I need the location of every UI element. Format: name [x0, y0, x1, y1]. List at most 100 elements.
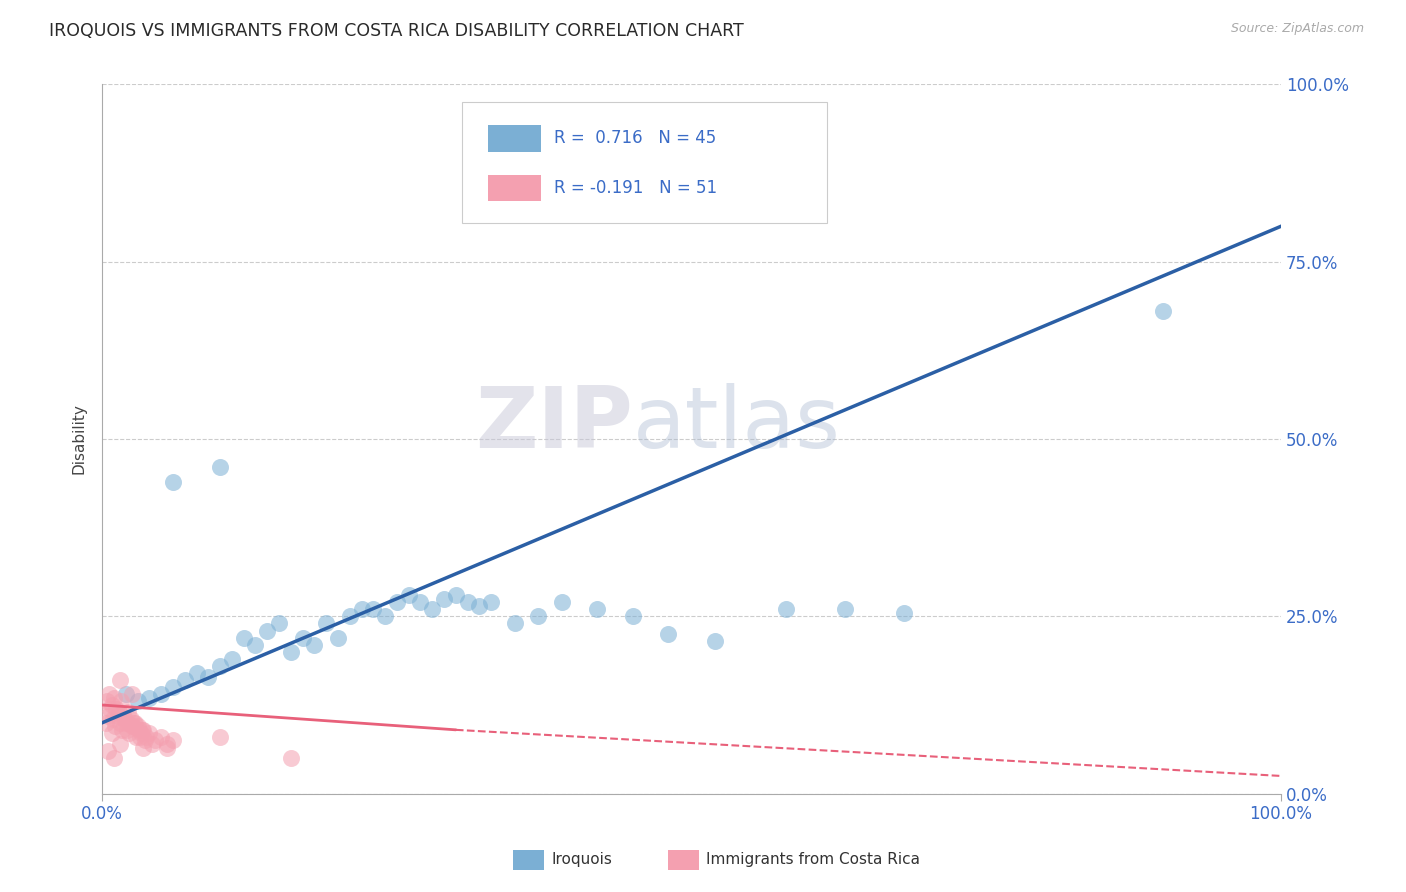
Point — [122, 715, 145, 730]
Point — [186, 666, 208, 681]
Point — [704, 634, 727, 648]
Point — [479, 595, 502, 609]
Point — [101, 712, 124, 726]
Point — [134, 733, 156, 747]
Point — [162, 733, 184, 747]
Point — [132, 723, 155, 737]
Point — [586, 602, 609, 616]
Point — [775, 602, 797, 616]
Point — [121, 687, 143, 701]
Point — [114, 715, 136, 730]
Point — [256, 624, 278, 638]
Point — [834, 602, 856, 616]
Point — [245, 638, 267, 652]
Text: Immigrants from Costa Rica: Immigrants from Costa Rica — [706, 853, 920, 867]
Point — [143, 733, 166, 747]
Text: ZIP: ZIP — [475, 384, 633, 467]
Text: Source: ZipAtlas.com: Source: ZipAtlas.com — [1230, 22, 1364, 36]
Point — [503, 616, 526, 631]
Point — [162, 475, 184, 489]
Point — [107, 705, 129, 719]
FancyBboxPatch shape — [461, 103, 827, 223]
Point — [150, 730, 173, 744]
Point — [96, 694, 118, 708]
Point — [457, 595, 479, 609]
Text: atlas: atlas — [633, 384, 841, 467]
Point — [150, 687, 173, 701]
Point — [127, 694, 149, 708]
Point — [129, 726, 152, 740]
Point — [291, 631, 314, 645]
Text: R =  0.716   N = 45: R = 0.716 N = 45 — [554, 129, 716, 147]
Point — [105, 701, 128, 715]
Point — [409, 595, 432, 609]
Point — [112, 708, 135, 723]
Point — [104, 719, 127, 733]
Point — [209, 460, 232, 475]
Point — [111, 723, 134, 737]
Point — [128, 723, 150, 737]
Point — [398, 588, 420, 602]
Point — [121, 719, 143, 733]
Point — [107, 708, 129, 723]
Point — [141, 737, 163, 751]
Y-axis label: Disability: Disability — [72, 403, 86, 475]
Point — [132, 740, 155, 755]
Point — [280, 645, 302, 659]
Point — [173, 673, 195, 688]
Point — [363, 602, 385, 616]
Point — [209, 730, 232, 744]
Point — [304, 638, 326, 652]
Point — [100, 698, 122, 712]
Point — [138, 726, 160, 740]
Point — [197, 670, 219, 684]
Point — [108, 673, 131, 688]
Point — [468, 599, 491, 613]
Point — [444, 588, 467, 602]
Point — [156, 737, 179, 751]
Point — [156, 740, 179, 755]
Point — [97, 744, 120, 758]
Point — [138, 690, 160, 705]
Point — [103, 690, 125, 705]
FancyBboxPatch shape — [488, 175, 541, 202]
Point — [893, 606, 915, 620]
Point — [551, 595, 574, 609]
Point — [121, 719, 143, 733]
Point — [209, 659, 232, 673]
Point — [420, 602, 443, 616]
Point — [280, 751, 302, 765]
Point — [374, 609, 396, 624]
Point — [100, 701, 122, 715]
Point — [232, 631, 254, 645]
Point — [621, 609, 644, 624]
Point — [110, 694, 132, 708]
Point — [94, 715, 117, 730]
Point — [125, 730, 148, 744]
Point — [97, 708, 120, 723]
Point — [1152, 304, 1174, 318]
Point — [118, 726, 141, 740]
Point — [162, 681, 184, 695]
Point — [267, 616, 290, 631]
Point — [114, 687, 136, 701]
Text: Iroquois: Iroquois — [551, 853, 612, 867]
FancyBboxPatch shape — [488, 125, 541, 152]
Point — [315, 616, 337, 631]
Point — [657, 627, 679, 641]
Point — [135, 730, 157, 744]
Point — [127, 719, 149, 733]
Point — [108, 737, 131, 751]
Point — [339, 609, 361, 624]
Point — [385, 595, 408, 609]
Point — [326, 631, 349, 645]
Point — [108, 715, 131, 730]
Point — [433, 591, 456, 606]
Point — [103, 751, 125, 765]
Point — [124, 715, 146, 730]
Point — [114, 712, 136, 726]
Point — [100, 726, 122, 740]
Text: IROQUOIS VS IMMIGRANTS FROM COSTA RICA DISABILITY CORRELATION CHART: IROQUOIS VS IMMIGRANTS FROM COSTA RICA D… — [49, 22, 744, 40]
Point — [350, 602, 373, 616]
Point — [527, 609, 550, 624]
